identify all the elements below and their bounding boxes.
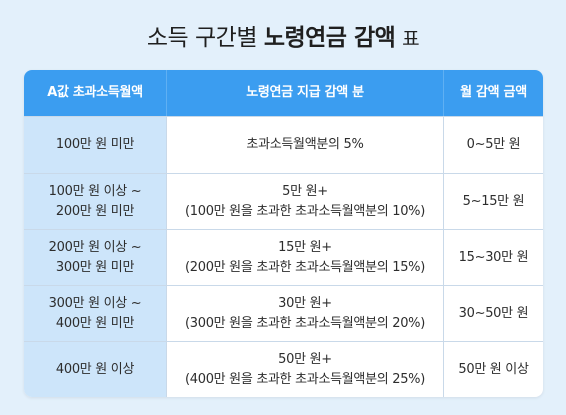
income-range-cell: 100만 원 미만 [24, 117, 166, 173]
reduction-line: 50만 원+ [278, 351, 332, 367]
title-prefix: 소득 구간별 [146, 25, 258, 51]
title-highlight: 노령연금 감액 [263, 25, 396, 51]
income-range-line: 400만 원 미만 [55, 315, 135, 331]
reduction-table: A값 초과소득월액 노령연금 지급 감액 분 월 감액 금액 100만 원 미만… [24, 70, 543, 397]
monthly-amount-cell: 30~50만 원 [458, 305, 529, 321]
income-range-cell: 100만 원 이상 ~ 200만 원 미만 [24, 174, 166, 229]
monthly-amount-cell: 50만 원 이상 [458, 361, 529, 377]
income-range-line: 300만 원 미만 [55, 259, 135, 275]
reduction-line: (400만 원을 초과한 초과소득월액분의 25%) [184, 371, 426, 387]
reduction-cell: 15만 원+ (200만 원을 초과한 초과소득월액분의 15%) [166, 230, 444, 285]
income-range-cell: 200만 원 이상 ~ 300만 원 미만 [24, 230, 166, 285]
income-range-cell: 300만 원 이상 ~ 400만 원 미만 [24, 286, 166, 341]
income-range-line: 200만 원 미만 [55, 203, 135, 219]
income-range-cell: 400만 원 이상 [24, 342, 166, 397]
title-suffix: 표 [402, 28, 420, 50]
table-row: 200만 원 이상 ~ 300만 원 미만 15만 원+ (200만 원을 초과… [24, 230, 543, 286]
table-header-row: A값 초과소득월액 노령연금 지급 감액 분 월 감액 금액 [24, 70, 543, 117]
income-range-line: 100만 원 이상 ~ [48, 183, 142, 199]
table-row: 400만 원 이상 50만 원+ (400만 원을 초과한 초과소득월액분의 2… [24, 342, 543, 397]
monthly-amount-cell: 0~5만 원 [466, 137, 521, 152]
income-range-line: 200만 원 이상 ~ [48, 239, 142, 255]
page-title: 소득 구간별 노령연금 감액 표 [0, 18, 566, 59]
header-monthly-amount: 월 감액 금액 [444, 70, 543, 116]
reduction-cell: 30만 원+ (300만 원을 초과한 초과소득월액분의 20%) [166, 286, 444, 341]
income-range-line: 300만 원 이상 ~ [48, 295, 142, 311]
reduction-line: 30만 원+ [278, 295, 332, 311]
reduction-cell: 5만 원+ (100만 원을 초과한 초과소득월액분의 10%) [166, 174, 444, 229]
income-range-line: 100만 원 미만 [55, 137, 135, 152]
reduction-line: (200만 원을 초과한 초과소득월액분의 15%) [184, 259, 426, 275]
reduction-line: 15만 원+ [278, 239, 332, 255]
reduction-line: 초과소득월액분의 5% [246, 137, 364, 152]
header-income-range: A값 초과소득월액 [24, 70, 166, 116]
table-row: 100만 원 미만 초과소득월액분의 5% 0~5만 원 [24, 117, 543, 174]
monthly-amount-cell: 15~30만 원 [458, 249, 529, 265]
reduction-line: (100만 원을 초과한 초과소득월액분의 10%) [184, 203, 426, 219]
table-row: 100만 원 이상 ~ 200만 원 미만 5만 원+ (100만 원을 초과한… [24, 174, 543, 230]
table-row: 300만 원 이상 ~ 400만 원 미만 30만 원+ (300만 원을 초과… [24, 286, 543, 342]
reduction-cell: 초과소득월액분의 5% [166, 117, 444, 173]
monthly-amount-cell: 5~15만 원 [462, 193, 525, 209]
income-range-line: 400만 원 이상 [55, 361, 135, 377]
reduction-line: (300만 원을 초과한 초과소득월액분의 20%) [184, 315, 426, 331]
reduction-line: 5만 원+ [282, 183, 328, 199]
header-reduction: 노령연금 지급 감액 분 [166, 70, 444, 116]
reduction-cell: 50만 원+ (400만 원을 초과한 초과소득월액분의 25%) [166, 342, 444, 397]
